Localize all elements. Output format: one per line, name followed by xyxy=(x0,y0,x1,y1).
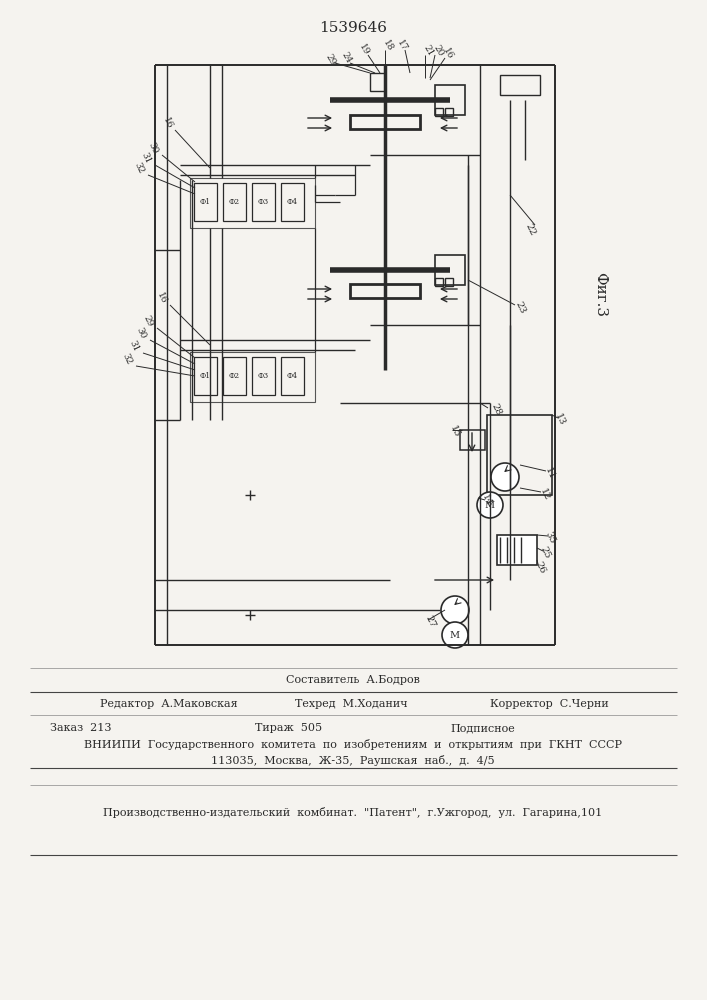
Text: 32: 32 xyxy=(121,352,134,366)
Circle shape xyxy=(441,596,469,624)
Text: 15: 15 xyxy=(448,424,462,440)
Bar xyxy=(223,183,246,221)
Bar xyxy=(252,183,275,221)
Text: 16: 16 xyxy=(156,291,168,305)
Text: 28: 28 xyxy=(490,402,503,418)
Text: 18: 18 xyxy=(381,39,395,53)
Text: Ф2: Ф2 xyxy=(228,198,240,206)
Text: 31: 31 xyxy=(127,339,141,353)
Text: М: М xyxy=(485,500,495,510)
Bar xyxy=(435,108,443,116)
Text: Заказ  213: Заказ 213 xyxy=(50,723,112,733)
Text: 21: 21 xyxy=(421,44,435,58)
Text: ВНИИПИ  Государственного  комитета  по  изобретениям  и  открытиям  при  ГКНТ  С: ВНИИПИ Государственного комитета по изоб… xyxy=(84,738,622,750)
Bar xyxy=(194,357,217,395)
Text: 30: 30 xyxy=(146,141,160,155)
Text: Редактор  А.Маковская: Редактор А.Маковская xyxy=(100,699,238,709)
Bar xyxy=(223,357,246,395)
Text: Техред  М.Ходанич: Техред М.Ходанич xyxy=(295,699,408,709)
Text: 20: 20 xyxy=(431,44,445,58)
Bar xyxy=(281,357,304,395)
Text: 32: 32 xyxy=(132,161,146,175)
Text: 30: 30 xyxy=(134,326,148,340)
Text: 31: 31 xyxy=(139,151,153,165)
Text: 35: 35 xyxy=(543,530,556,546)
Circle shape xyxy=(491,463,519,491)
Bar xyxy=(460,430,485,450)
Bar xyxy=(190,178,315,228)
Bar xyxy=(435,85,465,115)
Text: 16: 16 xyxy=(441,47,455,61)
Text: Ф1: Ф1 xyxy=(199,198,211,206)
Bar xyxy=(445,108,453,116)
Text: 26: 26 xyxy=(533,560,547,576)
Text: Ф1: Ф1 xyxy=(199,372,211,380)
Text: 16: 16 xyxy=(161,116,175,130)
Text: 23: 23 xyxy=(513,300,527,316)
Text: Ф4: Ф4 xyxy=(286,372,298,380)
Bar xyxy=(194,183,217,221)
Text: 29: 29 xyxy=(141,314,155,328)
Text: 19: 19 xyxy=(357,43,370,57)
Text: М: М xyxy=(450,631,460,640)
Text: Ф3: Ф3 xyxy=(257,372,269,380)
Circle shape xyxy=(477,492,503,518)
Text: 22: 22 xyxy=(523,222,537,238)
Text: 25: 25 xyxy=(538,545,551,561)
Text: 12: 12 xyxy=(538,487,551,503)
Text: 17: 17 xyxy=(395,39,409,53)
Text: 29: 29 xyxy=(323,53,337,67)
Text: 1539646: 1539646 xyxy=(319,21,387,35)
Text: Тираж  505: Тираж 505 xyxy=(255,723,322,733)
Text: Фиг.3: Фиг.3 xyxy=(593,272,607,318)
Bar xyxy=(370,73,385,91)
Bar xyxy=(445,278,453,286)
Text: 14: 14 xyxy=(481,493,493,507)
Text: Ф3: Ф3 xyxy=(257,198,269,206)
Text: Производственно-издательский  комбинат.  "Патент",  г.Ужгород,  ул.  Гагарина,10: Производственно-издательский комбинат. "… xyxy=(103,806,602,818)
Bar xyxy=(500,75,540,95)
Bar xyxy=(350,115,420,129)
Circle shape xyxy=(442,622,468,648)
Bar xyxy=(487,415,552,495)
Text: Корректор  С.Черни: Корректор С.Черни xyxy=(490,699,609,709)
Text: Ф2: Ф2 xyxy=(228,372,240,380)
Bar xyxy=(435,278,443,286)
Text: 24: 24 xyxy=(339,51,353,65)
Bar xyxy=(190,352,315,402)
Bar xyxy=(350,284,420,298)
Text: 11: 11 xyxy=(543,466,556,482)
Text: Составитель  А.Бодров: Составитель А.Бодров xyxy=(286,675,420,685)
Text: 13: 13 xyxy=(554,412,567,428)
Bar xyxy=(497,535,537,565)
Text: Подписное: Подписное xyxy=(450,723,515,733)
Bar xyxy=(252,357,275,395)
Text: Ф4: Ф4 xyxy=(286,198,298,206)
Bar xyxy=(435,255,465,285)
Text: 113035,  Москва,  Ж-35,  Раушская  наб.,  д.  4/5: 113035, Москва, Ж-35, Раушская наб., д. … xyxy=(211,754,495,766)
Bar xyxy=(281,183,304,221)
Text: 27: 27 xyxy=(423,614,437,630)
